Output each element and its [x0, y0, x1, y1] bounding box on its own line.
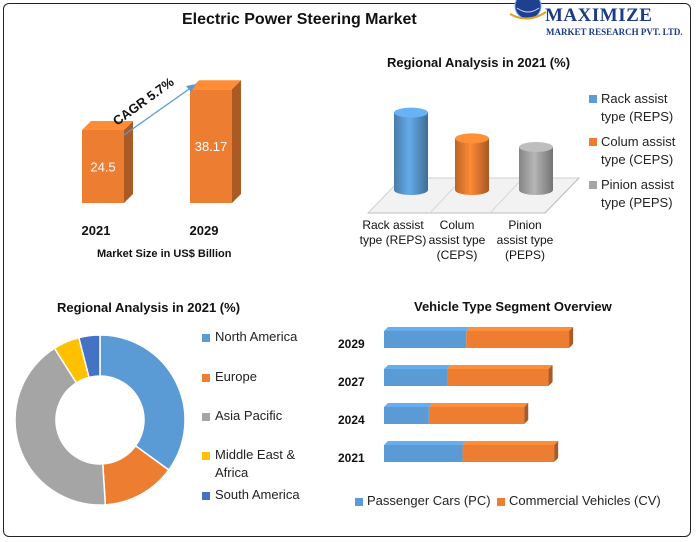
legend-swatch [202, 334, 210, 342]
donut-slice-2 [14, 347, 107, 506]
bar-top [384, 365, 452, 369]
bar-value-label: 24.5 [90, 159, 115, 174]
bar-side [524, 403, 529, 424]
cylinder-body-2 [519, 147, 553, 195]
legend-swatch [202, 492, 210, 500]
legend-swatch [589, 181, 597, 189]
cagr-arrow-head-icon [186, 84, 196, 92]
stacked-bar-segment [428, 407, 525, 424]
legend-label: Rack assist type (REPS) [601, 91, 674, 124]
donut-slice-4 [77, 334, 101, 379]
bar-side [554, 441, 559, 462]
category-label: 2021 [338, 451, 365, 465]
category-label: assist type [429, 233, 486, 247]
legend-label: North America [215, 329, 298, 344]
market-size-caption: Market Size in US$ Billion [97, 248, 232, 260]
cylinder-body-0 [394, 112, 428, 195]
stacked-bar-segment [462, 445, 555, 462]
legend-label: Passenger Cars (PC) [367, 493, 491, 508]
donut-slice-0 [99, 334, 186, 472]
legend-label: Commercial Vehicles (CV) [509, 493, 661, 508]
legend-swatch [202, 413, 210, 421]
bar-top-2021 [82, 120, 133, 130]
floor-grid-line [489, 177, 524, 214]
cylinder-top-1 [455, 133, 489, 144]
legend-label: Middle East & Africa [215, 447, 296, 480]
bar-top [384, 441, 467, 445]
legend-label: Asia Pacific [215, 408, 283, 423]
cylinder-top-2 [519, 142, 553, 152]
bar-value-label: 38.17 [195, 139, 228, 154]
category-label: (CEPS) [437, 248, 478, 262]
chart-frame [3, 3, 691, 537]
category-label: assist type [497, 233, 554, 247]
category-label: 2024 [338, 413, 365, 427]
stacked-bar-segment [384, 445, 463, 462]
stacked-bar-segment [384, 369, 448, 386]
legend-label: Colum assist type (CEPS) [601, 134, 676, 167]
stacked-bar-segment [384, 331, 467, 348]
bar-side-2021 [124, 120, 133, 203]
bar-front-2029 [190, 89, 232, 203]
bar-top [462, 441, 559, 445]
bar-side [548, 365, 553, 386]
page-title: Electric Power Steering Market [182, 11, 417, 28]
logo-name: MAXIMIZE [545, 5, 653, 26]
legend-label: Europe [215, 369, 257, 384]
category-label: Pinion [508, 218, 541, 232]
regional-cylinder-title: Regional Analysis in 2021 (%) [387, 55, 571, 70]
cagr-arrow-line [123, 86, 193, 136]
legend-label: South America [215, 487, 300, 502]
cylinder-top-0 [394, 107, 428, 118]
legend-swatch [589, 95, 597, 103]
cylinder-body-1 [455, 138, 489, 195]
legend-swatch [355, 498, 363, 506]
stacked-bar-segment [466, 331, 570, 348]
bar-top [384, 403, 433, 407]
category-label: type (REPS) [360, 233, 427, 247]
bar-side-2029 [232, 80, 241, 203]
category-label: Rack assist [362, 218, 424, 232]
bar-top-2029 [190, 80, 241, 90]
bar-category-label: 2021 [82, 223, 111, 238]
bar-category-label: 2029 [190, 223, 219, 238]
floor-right-edge [544, 177, 580, 214]
category-label: 2029 [338, 337, 365, 351]
logo-subtitle: MARKET RESEARCH PVT. LTD. [546, 27, 683, 37]
legend-swatch [202, 452, 210, 460]
bar-top [466, 327, 574, 331]
vehicle-type-title: Vehicle Type Segment Overview [414, 299, 612, 314]
bar-side [569, 327, 574, 348]
legend-swatch [497, 498, 505, 506]
regional-donut-title: Regional Analysis in 2021 (%) [57, 300, 241, 315]
legend-swatch [202, 374, 210, 382]
bar-top [428, 403, 529, 407]
legend-label: Pinion assist type (PEPS) [601, 177, 674, 210]
bar-front-2021 [82, 129, 124, 203]
legend-swatch [589, 138, 597, 146]
bar-top [447, 365, 553, 369]
logo-globe-icon [508, 0, 548, 24]
stacked-bar-segment [447, 369, 549, 386]
stacked-bar-segment [384, 407, 429, 424]
bar-top [384, 327, 471, 331]
category-label: Colum [440, 218, 475, 232]
category-label: 2027 [338, 375, 365, 389]
category-label: (PEPS) [505, 248, 545, 262]
